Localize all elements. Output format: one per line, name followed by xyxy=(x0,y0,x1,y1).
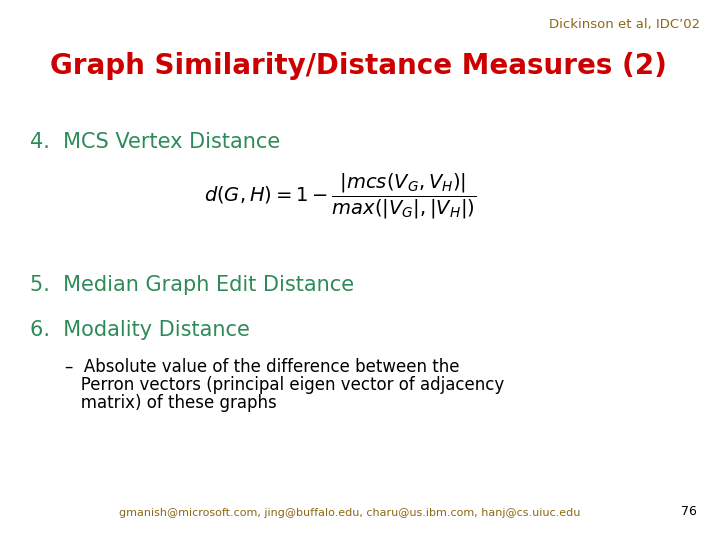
Text: 6.  Modality Distance: 6. Modality Distance xyxy=(30,320,250,340)
Text: matrix) of these graphs: matrix) of these graphs xyxy=(65,394,276,412)
Text: $d(G, H) = 1 - \dfrac{|mcs(V_G, V_H)|}{max(|V_G|, |V_H|)}$: $d(G, H) = 1 - \dfrac{|mcs(V_G, V_H)|}{m… xyxy=(204,172,476,221)
Text: Perron vectors (principal eigen vector of adjacency: Perron vectors (principal eigen vector o… xyxy=(65,376,504,394)
Text: 76: 76 xyxy=(681,505,697,518)
Text: gmanish@microsoft.com, jing@buffalo.edu, charu@us.ibm.com, hanj@cs.uiuc.edu: gmanish@microsoft.com, jing@buffalo.edu,… xyxy=(120,508,581,518)
Text: Dickinson et al, IDC’02: Dickinson et al, IDC’02 xyxy=(549,18,700,31)
Text: –  Absolute value of the difference between the: – Absolute value of the difference betwe… xyxy=(65,358,459,376)
Text: Graph Similarity/Distance Measures (2): Graph Similarity/Distance Measures (2) xyxy=(50,52,667,80)
Text: 4.  MCS Vertex Distance: 4. MCS Vertex Distance xyxy=(30,132,280,152)
Text: 5.  Median Graph Edit Distance: 5. Median Graph Edit Distance xyxy=(30,275,354,295)
